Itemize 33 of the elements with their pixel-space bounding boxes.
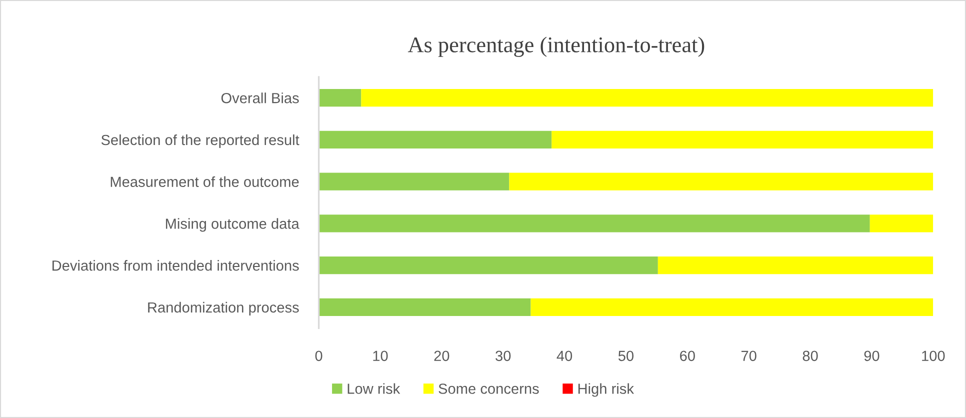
x-tick-label: 50 (618, 350, 634, 362)
chart-title: As percentage (intention-to-treat) (408, 36, 704, 57)
bar (361, 89, 934, 107)
x-tick-label: 70 (741, 350, 756, 362)
x-tick-label: 10 (373, 350, 388, 362)
x-tick-label: 40 (556, 350, 572, 362)
x-tick-label: 90 (864, 350, 880, 362)
y-tick-label: Mising outcome data (166, 218, 300, 232)
bar (318, 130, 552, 149)
bar (318, 256, 658, 274)
x-tick-label: 60 (680, 350, 695, 362)
bar (552, 130, 934, 149)
bar (530, 298, 934, 316)
bar (658, 256, 934, 274)
bar (318, 172, 510, 190)
y-tick-label: Selection of the reported result (101, 134, 300, 148)
legend-label: High risk (578, 383, 634, 397)
x-tick-label: 80 (802, 350, 818, 362)
bar (870, 214, 934, 232)
x-tick-label: 0 (315, 350, 322, 362)
bar (509, 172, 934, 190)
y-tick-label: Randomization process (148, 302, 299, 316)
x-tick-label: 100 (922, 350, 945, 362)
x-tick-label: 30 (496, 350, 511, 362)
legend-label: Low risk (348, 383, 400, 394)
bar (318, 214, 870, 232)
y-tick-label: Measurement of the outcome (110, 176, 299, 188)
x-tick-label: 20 (434, 350, 450, 362)
bar (318, 89, 362, 107)
y-tick-label: Deviations from intended interventions (52, 260, 299, 271)
legend-label: Some concerns (438, 384, 539, 394)
y-tick-label: Overall Bias (221, 92, 299, 104)
bar (318, 298, 531, 316)
